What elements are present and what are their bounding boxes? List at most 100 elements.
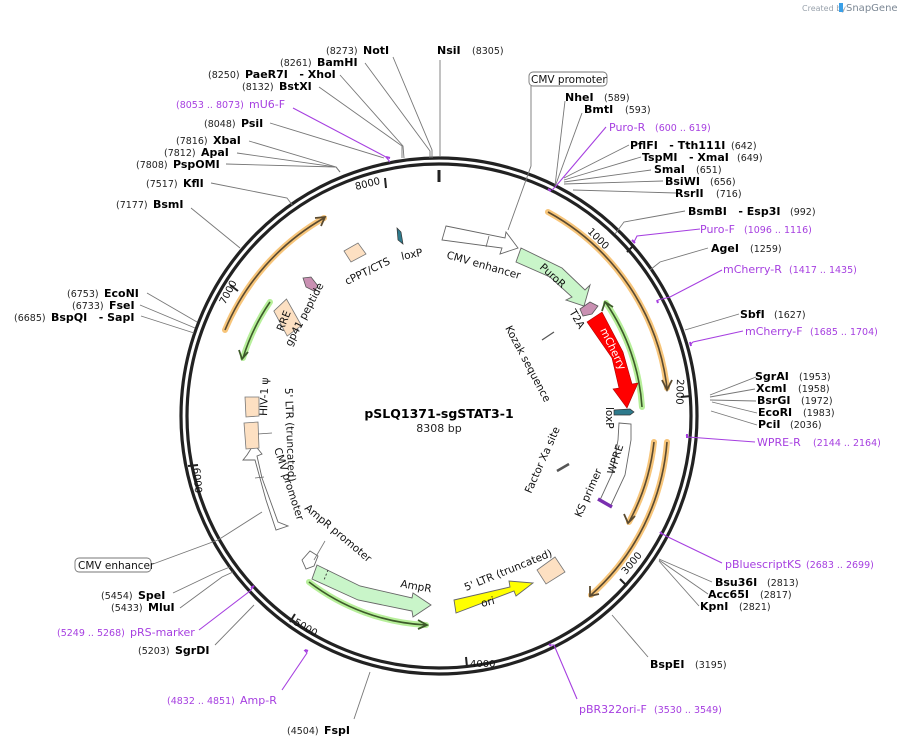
svg-text:NotI: NotI	[363, 44, 389, 57]
svg-text:ApaI: ApaI	[201, 146, 229, 159]
feature-ori[interactable]	[453, 580, 535, 614]
site-econi[interactable]: (6753) EcoNI	[67, 287, 139, 300]
primer-pbluescriptks[interactable]: pBluescriptKS (2683 .. 2699)	[725, 558, 874, 571]
svg-text:(2821): (2821)	[739, 602, 771, 613]
feature-gp41[interactable]	[302, 276, 319, 292]
site-bamhi[interactable]: (8261) BamHI	[280, 56, 358, 69]
cmv-enhancer-box[interactable]	[74, 557, 152, 573]
feature-cppt[interactable]	[343, 242, 367, 263]
feature-loxp-right[interactable]	[613, 408, 635, 416]
primer-puro-r[interactable]: Puro-R (600 .. 619)	[609, 121, 711, 134]
tick-2000: 2000	[673, 379, 685, 405]
site-bstxi[interactable]: (8132) BstXI	[242, 80, 312, 93]
site-fspi[interactable]: (4504) FspI	[287, 724, 350, 737]
cmv-promoter-box[interactable]	[528, 71, 608, 87]
svg-text:(6753): (6753)	[67, 289, 99, 300]
primer-markers	[250, 156, 692, 652]
svg-text:Puro-F: Puro-F	[700, 223, 735, 236]
site-sbfi[interactable]: SbfI (1627)	[740, 308, 806, 321]
feature-loxp-top[interactable]	[396, 227, 404, 245]
cmv-promoter-box-label: CMV promoter	[531, 74, 607, 86]
site-bspei[interactable]: BspEI (3195)	[650, 658, 727, 671]
feature-ks-primer[interactable]	[597, 497, 613, 509]
svg-text:WPRE-R: WPRE-R	[757, 436, 801, 449]
svg-text:(7517): (7517)	[146, 179, 178, 190]
site-bsiwi[interactable]: BsiWI (656)	[665, 175, 736, 188]
feature-cmv-enhancer[interactable]	[441, 225, 519, 255]
credit-brand: SnapGene	[846, 3, 898, 14]
site-nsii[interactable]: NsiI (8305)	[437, 44, 504, 57]
site-nhei[interactable]: NheI (589)	[565, 91, 630, 104]
svg-text:XbaI: XbaI	[213, 134, 241, 147]
site-bsmi[interactable]: (7177) BsmI	[116, 198, 184, 211]
svg-text:pBR322ori-F: pBR322ori-F	[579, 703, 647, 716]
site-pspomi[interactable]: (7808) PspOMI	[136, 158, 220, 171]
svg-text:(589): (589)	[604, 93, 630, 104]
label-factor-xa: Factor Xa site	[523, 425, 563, 495]
site-psii[interactable]: (8048) PsiI	[204, 117, 263, 130]
site-noti[interactable]: (8273) NotI	[326, 44, 389, 57]
site-bsrgi[interactable]: BsrGI (1972)	[757, 394, 833, 407]
site-kfli[interactable]: (7517) KflI	[146, 177, 204, 190]
plasmid-length: 8308 bp	[416, 422, 461, 435]
svg-text:(8305): (8305)	[472, 46, 504, 57]
site-kpni[interactable]: KpnI (2821)	[700, 600, 771, 613]
feature-hiv-psi[interactable]	[243, 421, 260, 450]
feature-cmv-promoter-left[interactable]	[242, 443, 290, 531]
site-bsu36i[interactable]: Bsu36I (2813)	[715, 576, 799, 589]
primer-amp-r[interactable]: (4832 .. 4851) Amp-R	[167, 694, 277, 707]
svg-text:BspQI - SapI: BspQI - SapI	[51, 311, 134, 324]
primer-prs-marker[interactable]: (5249 .. 5268) pRS-marker	[57, 626, 195, 639]
primer-mu6-f[interactable]: (8053 .. 8073) mU6-F	[176, 98, 285, 111]
site-bspqi-sapi[interactable]: (6685) BspQI - SapI	[14, 311, 134, 324]
feature-mcherry[interactable]	[586, 311, 639, 409]
site-acc65i[interactable]: Acc65I (2817)	[708, 588, 792, 601]
site-sgrdi[interactable]: (5203) SgrDI	[138, 644, 209, 657]
svg-text:(8132): (8132)	[242, 82, 274, 93]
site-rsrii[interactable]: RsrII (716)	[675, 187, 742, 200]
feature-puror[interactable]	[515, 247, 591, 307]
primer-mcherry-r[interactable]: mCherry-R (1417 .. 1435)	[723, 263, 857, 276]
site-bmti[interactable]: BmtI (593)	[584, 103, 651, 116]
site-ecori[interactable]: EcoRI (1983)	[758, 406, 835, 419]
svg-text:BsmI: BsmI	[153, 198, 184, 211]
restriction-site-labels: NsiI (8305) (8273) NotI (8261) BamHI (8250)…	[14, 44, 835, 737]
site-xbai[interactable]: (7816) XbaI	[176, 134, 241, 147]
site-pflfi-tth111i[interactable]: PflFI - Tth111I (642)	[630, 139, 757, 152]
primer-pbr322ori-f[interactable]: pBR322ori-F (3530 .. 3549)	[579, 703, 722, 716]
site-paer7i-xhoi[interactable]: (8250) PaeR7I - XhoI	[208, 68, 336, 81]
svg-text:SpeI: SpeI	[138, 589, 165, 602]
feature-rre[interactable]	[271, 297, 303, 337]
feature-factor-xa[interactable]	[556, 462, 570, 473]
svg-text:PsiI: PsiI	[241, 117, 263, 130]
svg-text:mU6-F: mU6-F	[249, 98, 285, 111]
primer-wpre-r[interactable]: WPRE-R (2144 .. 2164)	[757, 436, 881, 449]
site-pcii[interactable]: PciI (2036)	[758, 418, 822, 431]
site-sgrai[interactable]: SgrAI (1953)	[755, 370, 831, 383]
primer-puro-f[interactable]: Puro-F (1096 .. 1116)	[700, 223, 812, 236]
site-fsei[interactable]: (6733) FseI	[72, 299, 135, 312]
feature-5ltr-left[interactable]	[244, 396, 260, 418]
primer-mcherry-f[interactable]: mCherry-F (1685 .. 1704)	[745, 325, 878, 338]
feature-5ltr-right[interactable]	[536, 556, 566, 585]
feature-ampr-promoter[interactable]	[301, 550, 319, 570]
site-spei[interactable]: (5454) SpeI	[101, 589, 165, 602]
site-agei[interactable]: AgeI (1259)	[711, 242, 782, 255]
feature-kozak[interactable]	[541, 331, 555, 341]
site-mlui[interactable]: (5433) MluI	[111, 601, 175, 614]
svg-text:(656): (656)	[710, 177, 736, 188]
svg-text:FseI: FseI	[109, 299, 135, 312]
feature-t2a[interactable]	[579, 301, 599, 317]
site-xcmi[interactable]: XcmI (1958)	[756, 382, 830, 395]
svg-text:NheI: NheI	[565, 91, 594, 104]
svg-text:Puro-R: Puro-R	[609, 121, 646, 134]
site-tspmi-xmai[interactable]: TspMI - XmaI (649)	[642, 151, 763, 164]
svg-text:BsmBI - Esp3I: BsmBI - Esp3I	[688, 205, 780, 218]
feature-ampr[interactable]	[311, 564, 432, 618]
svg-text:(5433): (5433)	[111, 603, 143, 614]
site-smai[interactable]: SmaI (651)	[654, 163, 722, 176]
site-apai[interactable]: (7812) ApaI	[164, 146, 229, 159]
tick-6000: 6000	[190, 467, 203, 493]
site-bsmbi-esp3i[interactable]: BsmBI - Esp3I (992)	[688, 205, 816, 218]
svg-text:Acc65I: Acc65I	[708, 588, 749, 601]
